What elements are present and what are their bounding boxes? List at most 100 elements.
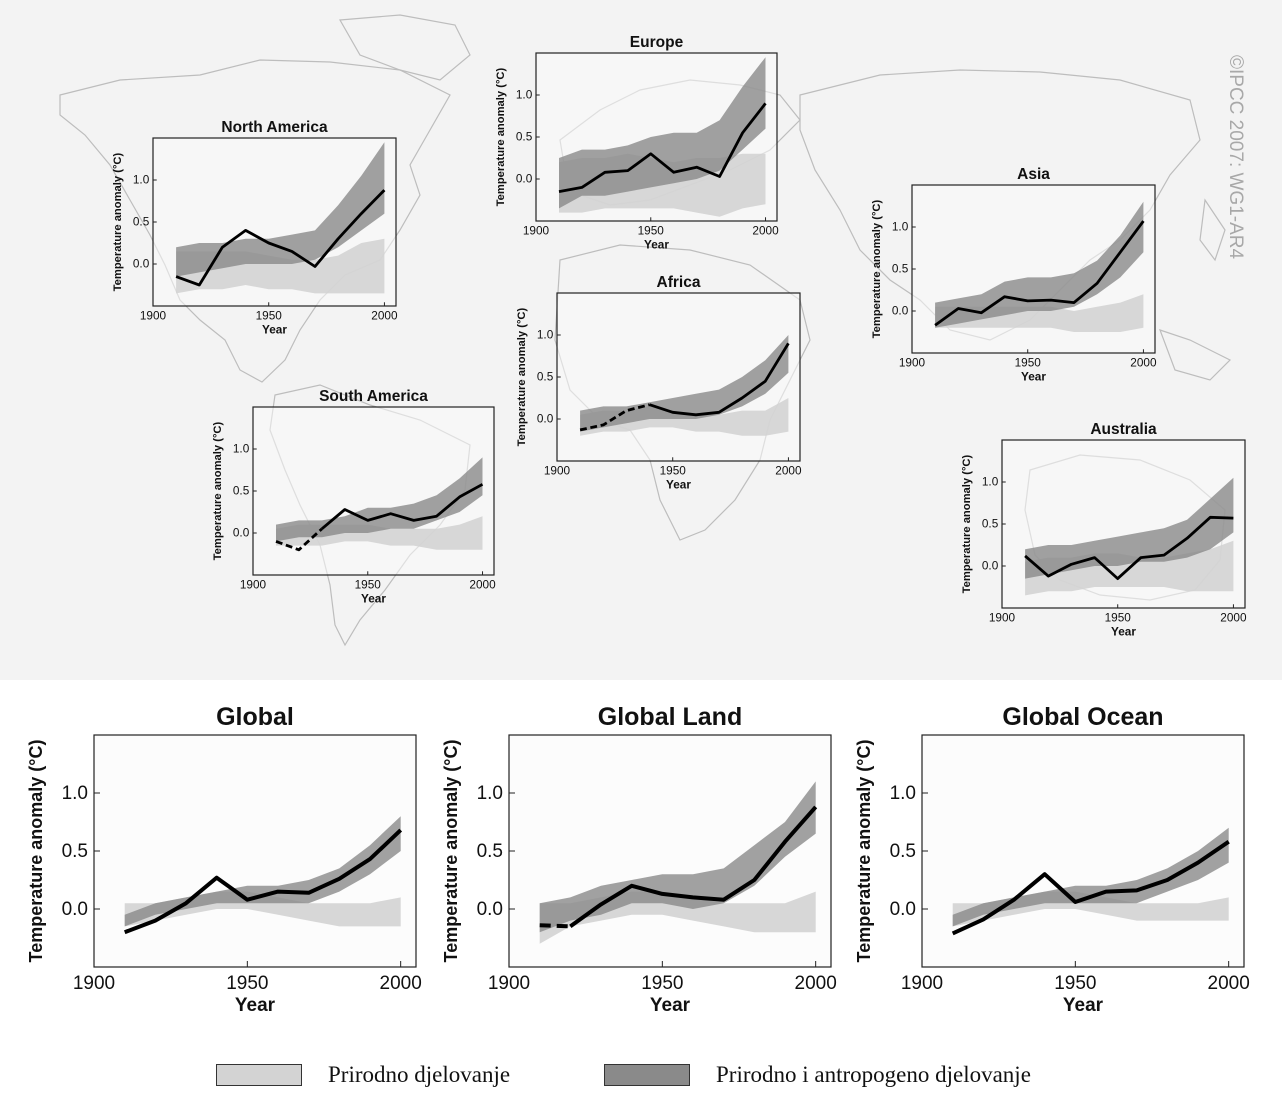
australia-xtick-label: 1900 <box>989 611 1016 625</box>
north-america-xtick-label: 1950 <box>256 309 283 323</box>
legend-label-combined: Prirodno i antropogeno djelovanje <box>716 1062 1031 1087</box>
global-land-ytick-label: 0.0 <box>477 899 503 920</box>
global-ocean-ytick-label: 1.0 <box>890 783 916 804</box>
asia-observed-line <box>934 220 1145 327</box>
europe-observed-line <box>558 102 767 193</box>
chart-global: 1900 1950 2000 0.0 0.5 1.0 Global Year Temperatu… <box>26 703 422 1016</box>
global-ocean-ytick-label: 0.0 <box>890 899 916 920</box>
global-ocean-band-combined <box>952 827 1229 927</box>
africa-ytick-label: 1.0 <box>537 328 554 342</box>
south-america-ytick-label: 0.0 <box>233 526 250 540</box>
global-title: Global <box>216 703 294 731</box>
australia-title: Australia <box>1090 421 1157 438</box>
global-ylabel: Temperature anomaly (°C) <box>26 740 46 963</box>
south-america-xtick-label: 1900 <box>240 578 267 592</box>
legend-item-combined: Prirodno i antropogeno djelovanje <box>604 1062 1031 1088</box>
chart-south-america: 1900 1950 2000 0.0 0.5 1.0 South America Year Te… <box>212 388 496 605</box>
australia-ytick-label: 0.5 <box>982 517 999 531</box>
asia-xtick-label: 1900 <box>899 356 926 370</box>
legend-item-natural: Prirodno djelovanje <box>216 1062 510 1088</box>
south-america-title: South America <box>319 388 428 405</box>
north-america-xlabel: Year <box>262 322 287 336</box>
global-observed-line <box>123 828 403 935</box>
legend: Prirodno djelovanje Prirodno i antropoge… <box>0 1062 1282 1096</box>
asia-ytick-label: 0.5 <box>892 262 909 276</box>
global-xtick-label: 1950 <box>226 973 268 994</box>
legend-label-natural: Prirodno djelovanje <box>328 1062 511 1087</box>
asia-xtick-label: 1950 <box>1015 356 1042 370</box>
africa-xlabel: Year <box>666 477 691 491</box>
north-america-ylabel: Temperature anomaly (°C) <box>112 152 124 291</box>
australia-ytick-label: 0.0 <box>982 559 999 573</box>
global-xtick-label: 1900 <box>73 973 115 994</box>
south-america-ytick-label: 1.0 <box>233 442 250 456</box>
global-ocean-xtick-label: 1900 <box>901 973 943 994</box>
global-ocean-xlabel: Year <box>1063 995 1104 1016</box>
south-america-band-combined <box>276 457 483 542</box>
australia-ytick-label: 1.0 <box>982 475 999 489</box>
africa-xtick-label: 2000 <box>775 464 802 478</box>
africa-xtick-label: 1900 <box>544 464 571 478</box>
global-ocean-observed-line <box>951 840 1230 936</box>
legend-swatch-natural <box>216 1064 302 1086</box>
africa-band-combined <box>580 335 789 432</box>
australia-xtick-label: 2000 <box>1220 611 1247 625</box>
global-land-xlabel: Year <box>650 995 691 1016</box>
north-america-xtick-label: 2000 <box>371 309 398 323</box>
global-ytick-label: 0.0 <box>62 899 88 920</box>
europe-ytick-label: 0.5 <box>516 130 533 144</box>
global-land-xtick-label: 1950 <box>641 973 683 994</box>
asia-band-combined <box>935 201 1144 328</box>
ipcc-watermark: ©IPCC 2007: WG1-AR4 <box>1225 55 1246 259</box>
global-ocean-ylabel: Temperature anomaly (°C) <box>854 740 874 963</box>
europe-xlabel: Year <box>644 237 669 251</box>
europe-xtick-label: 1950 <box>638 224 665 238</box>
south-america-observed-dashed <box>275 527 323 552</box>
global-ocean-ytick-label: 0.5 <box>890 841 916 862</box>
global-land-xtick-label: 1900 <box>488 973 530 994</box>
asia-ylabel: Temperature anomaly (°C) <box>871 199 883 338</box>
global-ocean-xtick-label: 2000 <box>1208 973 1250 994</box>
europe-xtick-label: 2000 <box>752 224 779 238</box>
global-land-ytick-label: 0.5 <box>477 841 503 862</box>
africa-ylabel: Temperature anomaly (°C) <box>516 307 528 446</box>
europe-ytick-label: 1.0 <box>516 88 533 102</box>
south-america-ytick-label: 0.5 <box>233 484 250 498</box>
global-ocean-plot-frame <box>921 734 1245 968</box>
charts-layer: 1900 1950 2000 0.0 0.5 1.0 North America Year Te… <box>26 34 1250 1016</box>
chart-australia: 1900 1950 2000 0.0 0.5 1.0 Australia Year Temper… <box>961 421 1247 638</box>
asia-xlabel: Year <box>1021 369 1046 383</box>
europe-ylabel: Temperature anomaly (°C) <box>495 67 507 206</box>
africa-xtick-label: 1950 <box>660 464 687 478</box>
australia-xtick-label: 1950 <box>1105 611 1132 625</box>
europe-title: Europe <box>630 34 684 51</box>
europe-xtick-label: 1900 <box>523 224 550 238</box>
north-america-xtick-label: 1900 <box>140 309 167 323</box>
north-america-ytick-label: 0.0 <box>133 257 150 271</box>
south-america-observed-line <box>320 483 484 530</box>
australia-ylabel: Temperature anomaly (°C) <box>961 454 973 593</box>
africa-observed-line <box>649 342 790 417</box>
global-land-observed-dashed <box>539 923 571 929</box>
chart-europe: 1900 1950 2000 0.0 0.5 1.0 Europe Year Temperatu… <box>495 34 779 251</box>
africa-observed-dashed <box>579 403 650 432</box>
global-xlabel: Year <box>235 995 276 1016</box>
south-america-ylabel: Temperature anomaly (°C) <box>212 421 224 560</box>
chart-asia: 1900 1950 2000 0.0 0.5 1.0 Asia Year Temperature… <box>871 166 1157 383</box>
global-land-ylabel: Temperature anomaly (°C) <box>441 740 461 963</box>
asia-xtick-label: 2000 <box>1130 356 1157 370</box>
asia-title: Asia <box>1017 166 1050 183</box>
south-america-xtick-label: 1950 <box>355 578 382 592</box>
global-land-observed-line <box>569 805 818 929</box>
chart-north-america: 1900 1950 2000 0.0 0.5 1.0 North America Year Te… <box>112 119 398 336</box>
asia-band-natural <box>935 294 1144 332</box>
australia-band-combined <box>1025 477 1234 579</box>
global-ocean-title: Global Ocean <box>1002 703 1163 731</box>
north-america-observed-line <box>175 189 386 287</box>
africa-title: Africa <box>657 274 701 291</box>
south-america-xlabel: Year <box>361 591 386 605</box>
chart-global-ocean: 1900 1950 2000 0.0 0.5 1.0 Global Ocean Year Tem… <box>854 703 1250 1016</box>
north-america-ytick-label: 1.0 <box>133 173 150 187</box>
australia-xlabel: Year <box>1111 624 1136 638</box>
